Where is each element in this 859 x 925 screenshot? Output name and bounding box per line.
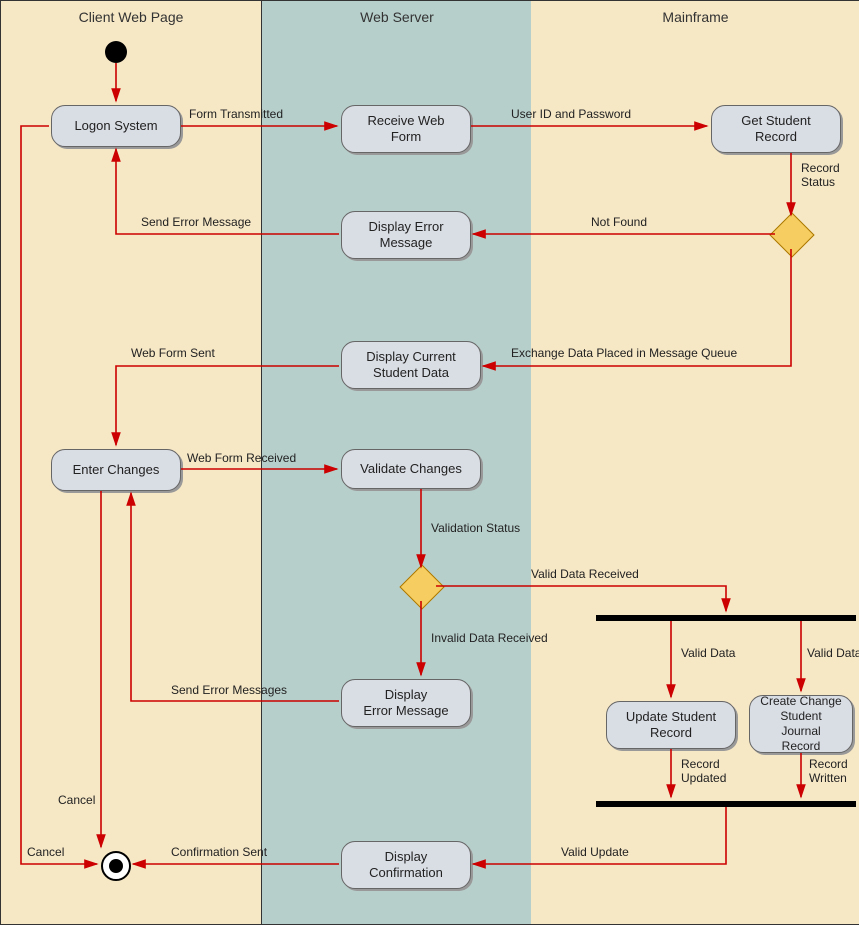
edge-label: Cancel — [58, 793, 95, 807]
activity-diagram: Client Web Page Web Server Mainframe Log… — [0, 0, 859, 925]
edge-label: Valid Data Received — [531, 567, 639, 581]
edge-label: Record Status — [801, 161, 840, 189]
edge-label: Cancel — [27, 845, 64, 859]
node-validate: Validate Changes — [341, 449, 481, 489]
node-display-error-2: Display Error Message — [341, 679, 471, 727]
fork-bar — [596, 615, 856, 621]
edge-label: Invalid Data Received — [431, 631, 548, 645]
initial-node — [105, 41, 127, 63]
node-update-student: Update Student Record — [606, 701, 736, 749]
edge-label: Record Updated — [681, 757, 726, 785]
lane-title: Web Server — [262, 9, 532, 25]
node-receive-form: Receive Web Form — [341, 105, 471, 153]
edge-label: Record Written — [809, 757, 848, 785]
edge-label: Validation Status — [431, 521, 520, 535]
edge-label: Valid Data — [681, 646, 735, 660]
node-logon: Logon System — [51, 105, 181, 147]
edge-label: Web Form Sent — [131, 346, 215, 360]
edge-label: Send Error Messages — [171, 683, 287, 697]
edge-label: Not Found — [591, 215, 647, 229]
edge-label: Valid Data — [807, 646, 859, 660]
node-get-record: Get Student Record — [711, 105, 841, 153]
edge-label: Web Form Received — [187, 451, 296, 465]
lane-title: Client Web Page — [1, 9, 261, 25]
edge-label: Confirmation Sent — [171, 845, 267, 859]
node-enter-changes: Enter Changes — [51, 449, 181, 491]
lane-title: Mainframe — [531, 9, 859, 25]
node-confirm: Display Confirmation — [341, 841, 471, 889]
join-bar — [596, 801, 856, 807]
edge-label: Valid Update — [561, 845, 629, 859]
node-display-error-1: Display Error Message — [341, 211, 471, 259]
node-display-current: Display Current Student Data — [341, 341, 481, 389]
edge-label: User ID and Password — [511, 107, 631, 121]
edge-label: Exchange Data Placed in Message Queue — [511, 346, 737, 360]
edge-label: Send Error Message — [141, 215, 251, 229]
final-node — [101, 851, 131, 881]
edge-label: Form Transmitted — [189, 107, 283, 121]
node-journal: Create Change Student Journal Record — [749, 695, 853, 753]
